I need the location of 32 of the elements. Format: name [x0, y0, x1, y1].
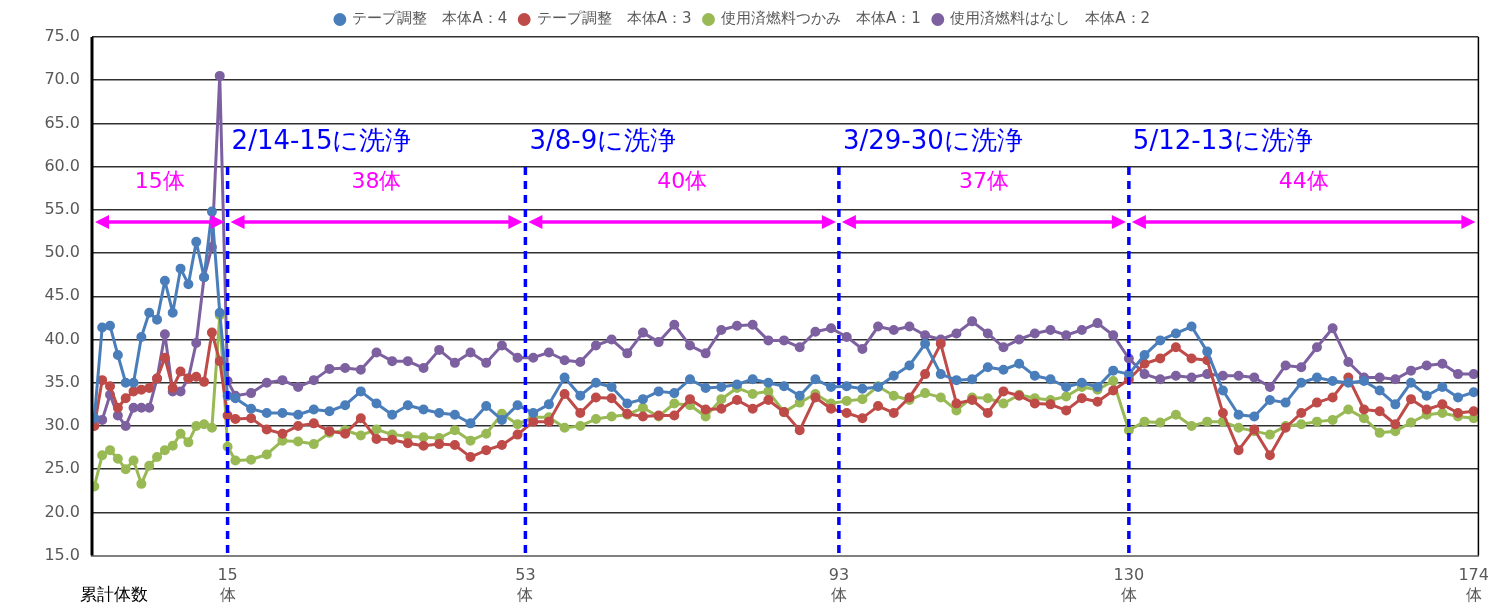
y-tick-label: 40.0: [44, 328, 80, 348]
y-tick-label: 20.0: [44, 501, 80, 521]
y-tick-label: 30.0: [44, 415, 80, 435]
y-tick-label: 70.0: [44, 69, 80, 89]
annotation: 38体: [351, 167, 402, 193]
annotation: 40体: [657, 167, 708, 193]
y-tick-label: 35.0: [44, 371, 80, 391]
x-axis-title: 累計体数: [80, 584, 148, 605]
y-tick-label: 15.0: [44, 544, 80, 564]
x-tick-label: 174体: [1458, 565, 1489, 604]
x-tick-label: 93体: [828, 565, 850, 604]
x-tick-label: 53体: [515, 565, 536, 604]
y-tick-label: 55.0: [44, 199, 80, 219]
ref-line-label: 3/8-9に洗浄: [529, 124, 677, 155]
y-tick-label: 75.0: [44, 26, 80, 46]
legend-label: 使用済燃料はなし 本体A：2: [950, 9, 1151, 28]
ref-line-label: 2/14-15に洗浄: [231, 124, 412, 155]
y-tick-label: 50.0: [44, 242, 80, 262]
y-tick-label: 25.0: [44, 458, 80, 478]
annotation: 37体: [958, 167, 1009, 193]
annotation: 15体: [134, 167, 185, 193]
x-tick-label: 15体: [217, 565, 238, 604]
legend-label: テープ調整 本体A：3: [536, 9, 692, 28]
y-tick-label: 65.0: [44, 112, 80, 132]
y-tick-label: 45.0: [44, 285, 80, 305]
annotation: 44体: [1278, 167, 1329, 193]
x-tick-label: 130体: [1113, 565, 1145, 604]
ref-line-label: 3/29-30に洗浄: [842, 124, 1023, 155]
legend-label: 使用済燃料つかみ 本体A：1: [721, 9, 921, 28]
y-tick-label: 60.0: [44, 155, 80, 175]
legend-label: テープ調整 本体A：4: [352, 9, 508, 28]
ref-line-label: 5/12-13に洗浄: [1132, 124, 1313, 155]
